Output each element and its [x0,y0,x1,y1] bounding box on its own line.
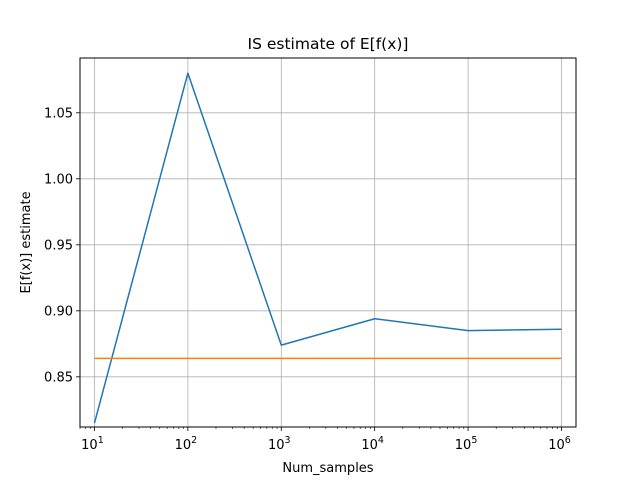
y-tick-label: 1.00 [44,172,73,187]
grid [80,58,576,427]
x-tick-label: 102 [175,435,198,453]
ticks: 101 102 103 104 105 106 0.85 0.90 0.95 1.00 1.05 [44,106,571,453]
x-axis-label: Num_samples [282,461,373,476]
y-axis-label: E[f(x)] estimate [19,191,34,293]
plot-frame [79,57,577,428]
x-tick-label: 104 [361,435,384,453]
y-tick-label: 1.05 [44,106,73,121]
y-tick-label: 0.95 [44,238,73,253]
series-line-1 [93,72,562,424]
y-tick-label: 0.90 [44,304,73,319]
x-tick-label: 106 [548,435,571,453]
x-tick-label: 101 [81,435,104,453]
x-tick-label: 105 [455,435,478,453]
x-tick-label: 103 [268,435,291,453]
y-tick-label: 0.85 [44,370,73,385]
series-layer [93,72,562,424]
chart-title: IS estimate of E[f(x)] [248,35,409,53]
